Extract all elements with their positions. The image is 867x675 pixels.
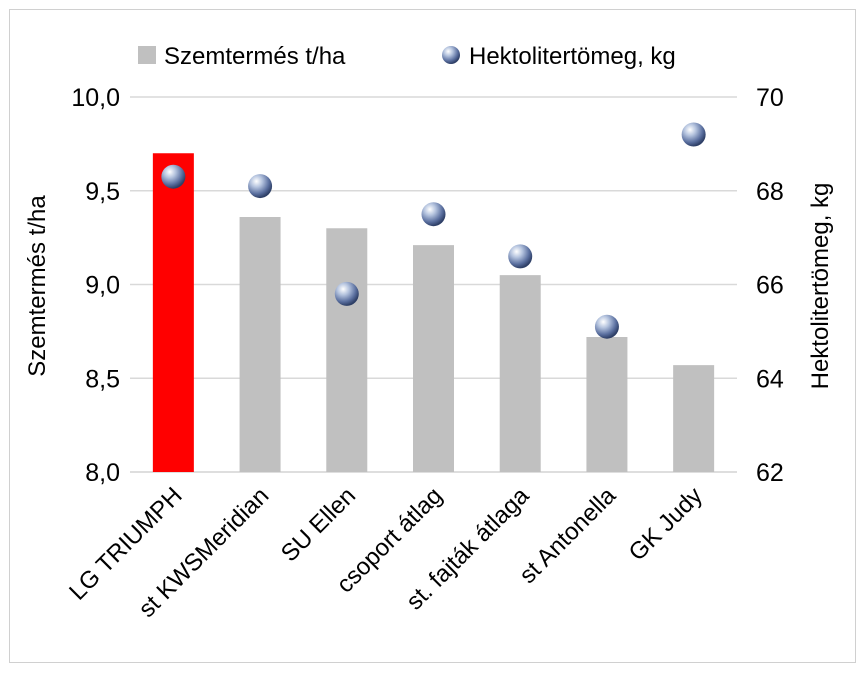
right-tick-label: 70 — [756, 84, 784, 112]
scatter-point — [161, 164, 186, 189]
left-tick-label: 8,5 — [85, 365, 120, 393]
right-tick-label: 68 — [756, 178, 784, 206]
scatter-point — [681, 122, 706, 147]
category-label: SU Ellen — [276, 482, 361, 567]
bar — [673, 365, 715, 472]
scatter-point — [248, 174, 273, 199]
bar — [413, 245, 454, 472]
legend-swatch-point — [442, 46, 460, 64]
right-axis-title: Hektolitertömeg, kg — [807, 183, 834, 390]
scatter-point — [334, 281, 359, 306]
left-tick-label: 9,5 — [85, 178, 120, 206]
scatter-point — [421, 202, 446, 227]
bar — [152, 153, 194, 472]
legend-label-bar: Szemtermés t/ha — [164, 43, 346, 70]
right-tick-label: 62 — [756, 459, 784, 487]
left-axis-title: Szemtermés t/ha — [24, 195, 51, 377]
scatter-point — [508, 244, 533, 269]
scatter-series — [161, 122, 706, 339]
right-axis-ticks: 62 64 66 68 70 — [756, 84, 784, 487]
left-tick-label: 9,0 — [85, 272, 120, 300]
bar — [499, 275, 541, 472]
left-tick-label: 10,0 — [71, 84, 120, 112]
left-tick-label: 8,0 — [85, 459, 120, 487]
right-tick-label: 66 — [756, 272, 784, 300]
bar — [326, 228, 368, 472]
category-label: GK Judy — [624, 482, 708, 566]
legend: Szemtermés t/ha Hektolitertömeg, kg — [138, 43, 676, 70]
left-axis-ticks: 8,0 8,5 9,0 9,5 10,0 — [71, 84, 120, 487]
right-tick-label: 64 — [756, 365, 784, 393]
legend-swatch-bar — [138, 46, 156, 64]
bar — [239, 217, 281, 472]
scatter-point — [594, 314, 619, 339]
bar-series — [152, 153, 715, 472]
legend-label-point: Hektolitertömeg, kg — [469, 43, 676, 70]
bar — [586, 337, 628, 472]
